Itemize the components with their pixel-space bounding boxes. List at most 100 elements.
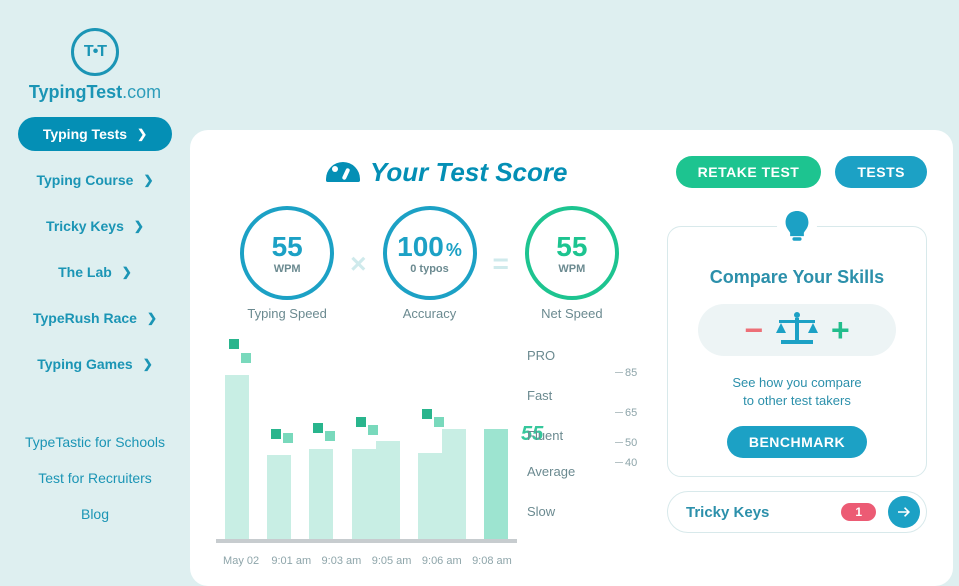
tricky-keys-title: Tricky Keys (686, 504, 829, 521)
typing-speed-circle: 55 WPM (240, 206, 334, 300)
chart-marker (356, 417, 366, 427)
nav-typing-course[interactable]: Typing Course ❯ (18, 163, 172, 197)
benchmark-button[interactable]: BENCHMARK (727, 426, 867, 458)
chart-tick (615, 372, 623, 373)
chart-bar (225, 375, 249, 539)
tricky-keys-go-button[interactable] (888, 496, 920, 528)
chart-x-label: 9:01 am (266, 555, 316, 567)
nav-label: The Lab (58, 264, 112, 280)
gauge-icon (326, 162, 360, 182)
compare-panel: Compare Your Skills − + See how you comp… (667, 206, 927, 567)
chart-bar-group (484, 429, 508, 539)
results-card: Your Test Score RETAKE TEST TESTS 55 WPM… (190, 130, 953, 586)
nav-tricky-keys[interactable]: Tricky Keys ❯ (18, 209, 172, 243)
accuracy-caption: Accuracy (403, 306, 456, 321)
chevron-right-icon: ❯ (143, 357, 153, 371)
logo[interactable]: T•T TypingTest.com (10, 28, 180, 103)
retake-test-button[interactable]: RETAKE TEST (676, 156, 822, 188)
accuracy-circle: 100% 0 typos (383, 206, 477, 300)
net-speed-circle: 55 WPM (525, 206, 619, 300)
chevron-right-icon: ❯ (147, 311, 157, 325)
nav-typetastic[interactable]: TypeTastic for Schools (10, 429, 180, 455)
chart-marker (368, 425, 378, 435)
chart-bar-group (309, 449, 333, 539)
scale-icon (773, 310, 821, 350)
chart-tick (615, 412, 623, 413)
score-metrics: 55 WPM Typing Speed × 100% 0 typos Accur… (216, 206, 643, 321)
chart-bar (309, 449, 333, 539)
chart-bar-group (225, 375, 249, 539)
chart-x-label: 9:06 am (417, 555, 467, 567)
compare-title: Compare Your Skills (684, 267, 910, 288)
nav-the-lab[interactable]: The Lab ❯ (18, 255, 172, 289)
chart-scale-value: 50 (625, 437, 637, 449)
nav-label: Typing Tests (43, 126, 127, 142)
plus-icon: + (831, 312, 850, 349)
chevron-right-icon: ❯ (137, 127, 147, 141)
multiply-icon: × (350, 248, 366, 280)
chart-marker (271, 429, 281, 439)
sidebar: T•T TypingTest.com Typing Tests ❯ Typing … (0, 0, 190, 586)
nav-recruiters[interactable]: Test for Recruiters (10, 465, 180, 491)
chart-tick (615, 462, 623, 463)
logo-icon: T•T (71, 28, 119, 76)
chevron-right-icon: ❯ (143, 173, 153, 187)
chart-bar-group (352, 441, 400, 539)
history-chart: May 029:01 am9:03 am9:05 am9:06 am9:08 a… (216, 339, 643, 567)
chart-x-label: 9:03 am (316, 555, 366, 567)
chart-bar-group (267, 455, 291, 539)
chart-bar (484, 429, 508, 539)
chart-bar (352, 449, 376, 539)
chart-bar (376, 441, 400, 539)
compare-desc: See how you compare to other test takers (684, 374, 910, 410)
nav-label: Typing Games (37, 356, 132, 372)
chart-level-label: Slow (527, 504, 555, 519)
net-speed-caption: Net Speed (541, 306, 602, 321)
nav-label: Tricky Keys (46, 218, 124, 234)
logo-suffix: .com (122, 82, 161, 102)
chart-tick (615, 442, 623, 443)
equals-icon: = (493, 248, 509, 280)
chart-level-label: Average (527, 464, 575, 479)
tests-button[interactable]: TESTS (835, 156, 927, 188)
sidebar-nav: Typing Tests ❯ Typing Course ❯ Tricky Keys… (10, 117, 180, 527)
minus-icon: − (744, 312, 763, 349)
chart-bar (267, 455, 291, 539)
tricky-keys-row[interactable]: Tricky Keys 1 (667, 491, 927, 533)
chart-marker (422, 409, 432, 419)
chevron-right-icon: ❯ (122, 265, 132, 279)
page-title: Your Test Score (326, 157, 567, 188)
chart-bar (442, 429, 466, 539)
arrow-right-icon (895, 503, 913, 521)
chart-level-label: Fluent (527, 428, 563, 443)
chart-bar-group (418, 429, 466, 539)
chart-bar (418, 453, 442, 539)
lightbulb-icon (777, 207, 817, 247)
nav-blog[interactable]: Blog (10, 501, 180, 527)
nav-typing-tests[interactable]: Typing Tests ❯ (18, 117, 172, 151)
nav-label: TypeRush Race (33, 310, 137, 326)
chart-level-label: PRO (527, 348, 555, 363)
chart-marker (283, 433, 293, 443)
tricky-keys-count: 1 (841, 503, 876, 521)
chart-x-label: 9:08 am (467, 555, 517, 567)
chart-marker (434, 417, 444, 427)
chart-marker (313, 423, 323, 433)
logo-brand: TypingTest (29, 82, 122, 102)
nav-typerush[interactable]: TypeRush Race ❯ (18, 301, 172, 335)
chart-marker (229, 339, 239, 349)
nav-label: Typing Course (36, 172, 133, 188)
chart-marker (241, 353, 251, 363)
chart-x-label: 9:05 am (367, 555, 417, 567)
chart-level-label: Fast (527, 388, 552, 403)
chart-scale-value: 40 (625, 457, 637, 469)
chart-scale-value: 65 (625, 407, 637, 419)
typing-speed-caption: Typing Speed (247, 306, 327, 321)
nav-typing-games[interactable]: Typing Games ❯ (18, 347, 172, 381)
chevron-right-icon: ❯ (134, 219, 144, 233)
chart-marker (325, 431, 335, 441)
chart-baseline (216, 539, 517, 543)
chart-x-label: May 02 (216, 555, 266, 567)
compare-icons: − + (698, 304, 896, 356)
chart-scale-value: 85 (625, 367, 637, 379)
